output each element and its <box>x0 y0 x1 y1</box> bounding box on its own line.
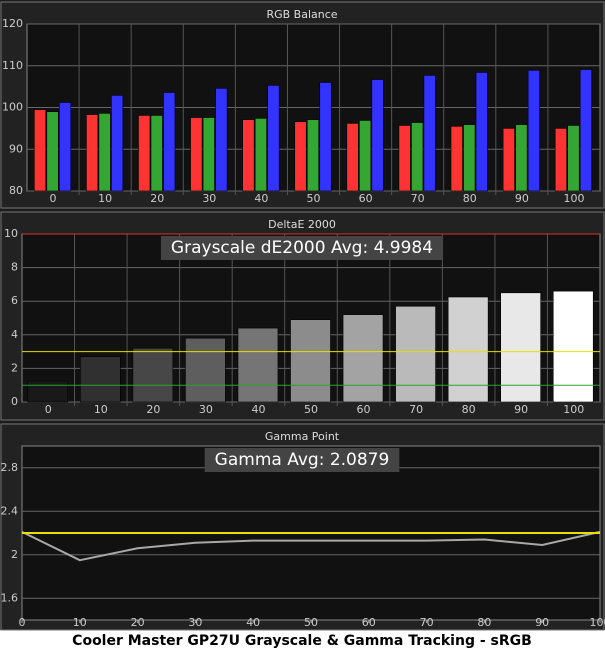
x-tick-label: 10 <box>98 192 112 205</box>
bar <box>295 122 307 191</box>
bar <box>80 357 120 402</box>
x-tick-label: 90 <box>514 403 528 416</box>
x-tick-label: 90 <box>535 616 549 629</box>
bar <box>399 125 411 191</box>
x-tick-label: 30 <box>202 192 216 205</box>
bar <box>268 85 280 191</box>
chart-title: DeltaE 2000 <box>268 218 336 231</box>
x-tick-label: 90 <box>515 192 529 205</box>
y-tick-label: 8 <box>11 261 18 274</box>
y-tick-label: 10 <box>4 227 18 240</box>
bar <box>451 126 463 191</box>
bar <box>372 80 384 191</box>
bar <box>59 102 71 191</box>
y-tick-label: 4 <box>11 328 18 341</box>
bar <box>111 95 123 191</box>
bar <box>359 120 371 191</box>
bar <box>448 297 488 402</box>
bar <box>411 123 423 191</box>
annotation: Gamma Avg: 2.0879 <box>215 450 390 470</box>
x-tick-label: 100 <box>563 192 584 205</box>
x-tick-label: 80 <box>463 192 477 205</box>
x-tick-label: 50 <box>307 192 321 205</box>
x-tick-label: 40 <box>251 403 265 416</box>
x-tick-label: 80 <box>477 616 491 629</box>
annotation: Grayscale dE2000 Avg: 4.9984 <box>171 238 433 258</box>
bar <box>203 118 215 191</box>
x-tick-label: 0 <box>50 192 57 205</box>
bar <box>191 118 203 191</box>
x-tick-label: 0 <box>45 403 52 416</box>
bar <box>516 125 528 191</box>
y-tick-label: 80 <box>9 184 23 197</box>
bar <box>47 112 59 191</box>
bar <box>396 306 436 402</box>
x-tick-label: 100 <box>590 616 605 629</box>
bar <box>555 128 567 191</box>
x-tick-label: 60 <box>362 616 376 629</box>
x-tick-label: 70 <box>409 403 423 416</box>
x-tick-label: 30 <box>188 616 202 629</box>
y-tick-label: 2.4 <box>1 504 19 517</box>
bar <box>238 328 278 402</box>
bar <box>424 75 436 191</box>
x-tick-label: 10 <box>94 403 108 416</box>
bar <box>568 125 580 191</box>
chart-title: RGB Balance <box>266 8 337 21</box>
bar <box>307 120 319 191</box>
x-tick-label: 40 <box>246 616 260 629</box>
bar <box>99 113 111 191</box>
x-tick-label: 100 <box>563 403 584 416</box>
x-tick-label: 20 <box>131 616 145 629</box>
bar <box>28 381 68 402</box>
bar <box>464 125 476 191</box>
bar <box>243 120 255 191</box>
x-tick-label: 80 <box>462 403 476 416</box>
y-tick-label: 120 <box>2 17 23 30</box>
x-tick-label: 50 <box>304 403 318 416</box>
x-tick-label: 40 <box>254 192 268 205</box>
bar <box>133 348 173 402</box>
x-tick-label: 70 <box>420 616 434 629</box>
y-tick-label: 2.8 <box>1 461 19 474</box>
y-tick-label: 100 <box>2 101 23 114</box>
bar <box>580 70 592 191</box>
bar <box>255 118 267 191</box>
x-tick-label: 20 <box>150 192 164 205</box>
bar <box>163 92 175 191</box>
bar <box>138 115 150 191</box>
bar <box>476 72 488 191</box>
x-tick-label: 70 <box>411 192 425 205</box>
bar <box>291 320 331 402</box>
bar <box>86 115 98 191</box>
bar <box>151 115 163 191</box>
x-tick-label: 20 <box>146 403 160 416</box>
chart-title: Gamma Point <box>265 430 340 443</box>
x-tick-label: 10 <box>73 616 87 629</box>
x-tick-label: 50 <box>304 616 318 629</box>
x-tick-label: 60 <box>357 403 371 416</box>
x-tick-label: 0 <box>19 616 26 629</box>
bar <box>347 123 359 191</box>
y-tick-label: 2 <box>11 548 18 561</box>
caption: Cooler Master GP27U Grayscale & Gamma Tr… <box>72 633 532 649</box>
bar <box>216 88 228 191</box>
y-tick-label: 6 <box>11 294 18 307</box>
y-tick-label: 0 <box>11 395 18 408</box>
x-tick-label: 30 <box>199 403 213 416</box>
bar <box>185 338 225 402</box>
bar <box>320 82 332 191</box>
y-tick-label: 2 <box>11 361 18 374</box>
bar <box>343 315 383 402</box>
bar <box>528 70 540 191</box>
bar <box>34 110 46 191</box>
y-tick-label: 90 <box>9 142 23 155</box>
y-tick-label: 110 <box>2 59 23 72</box>
x-tick-label: 60 <box>359 192 373 205</box>
bar <box>503 128 515 191</box>
y-tick-label: 1.6 <box>1 591 19 604</box>
